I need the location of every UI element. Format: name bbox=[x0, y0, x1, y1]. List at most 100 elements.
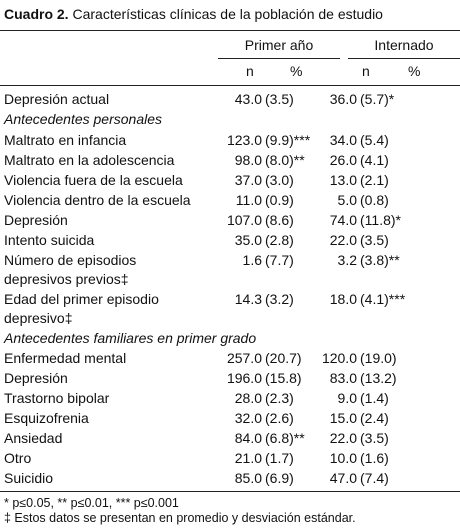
cell-pct: (6.9) bbox=[265, 469, 294, 489]
cell-pct: (11.8)* bbox=[360, 211, 401, 231]
significance: ** bbox=[293, 151, 305, 168]
cell-pct: (2.8) bbox=[265, 231, 294, 251]
row-label: Esquizofrenia bbox=[4, 410, 89, 426]
cell-pct: (2.3) bbox=[265, 389, 294, 409]
pct: (2.1) bbox=[360, 171, 389, 188]
row-label: Número de episodios depresivos previos‡ bbox=[4, 251, 137, 288]
cell-n: 120.0 bbox=[321, 350, 357, 366]
rule bbox=[218, 58, 340, 59]
cell-n: 21.0 bbox=[234, 450, 262, 466]
cell-pct: (8.6) bbox=[265, 211, 294, 231]
pct: (3.0) bbox=[265, 171, 294, 188]
pct: (2.8) bbox=[265, 231, 294, 248]
title-label: Cuadro 2. bbox=[4, 6, 69, 22]
cell-n: 37.0 bbox=[234, 171, 262, 188]
cell-n: 26.0 bbox=[329, 151, 357, 168]
row-label: Violencia dentro de la escuela bbox=[4, 191, 191, 208]
row-label: Otro bbox=[4, 450, 32, 466]
cell-n: 1.6 bbox=[242, 251, 262, 268]
pct: (0.8) bbox=[360, 191, 389, 208]
significance: ** bbox=[388, 251, 400, 268]
row-label: Intento suicida bbox=[4, 231, 95, 248]
row-label: Enfermedad mental bbox=[4, 350, 127, 366]
row-label: Edad del primer episodio depresivo‡ bbox=[4, 290, 159, 327]
footnote: * p≤0.05, ** p≤0.01, *** p≤0.001 bbox=[4, 496, 179, 510]
group-header: Internado bbox=[374, 37, 434, 53]
cell-pct: (5.7)* bbox=[360, 90, 394, 110]
cell-n: 22.0 bbox=[329, 430, 357, 446]
pct: (1.4) bbox=[360, 390, 389, 406]
pct: (11.8) bbox=[360, 211, 396, 228]
cell-n: 98.0 bbox=[234, 151, 262, 168]
cell-pct: (2.6) bbox=[265, 409, 294, 429]
title-text: Características clínicas de la población… bbox=[72, 6, 383, 22]
pct: (20.7) bbox=[265, 350, 302, 366]
cell-n: 3.2 bbox=[337, 251, 357, 268]
cell-pct: (15.8) bbox=[265, 369, 302, 389]
cell-n: 13.0 bbox=[329, 171, 357, 188]
cell-n: 257.0 bbox=[226, 350, 262, 366]
cell-n: 28.0 bbox=[234, 390, 262, 406]
pct: (15.8) bbox=[265, 370, 302, 386]
rule bbox=[0, 491, 460, 492]
pct: (1.6) bbox=[360, 450, 389, 466]
cell-n: 32.0 bbox=[234, 410, 262, 426]
pct: (5.7) bbox=[360, 91, 389, 107]
pct: (6.9) bbox=[265, 470, 294, 486]
cell-n: 83.0 bbox=[329, 370, 357, 386]
significance: * bbox=[395, 211, 401, 228]
cell-n: 11.0 bbox=[235, 191, 262, 208]
cell-n: 22.0 bbox=[329, 231, 357, 248]
cell-n: 36.0 bbox=[329, 91, 357, 107]
cell-n: 10.0 bbox=[329, 450, 357, 466]
cell-n: 74.0 bbox=[329, 211, 357, 228]
pct: (3.2) bbox=[265, 290, 294, 307]
cell-pct: (6.8)** bbox=[265, 429, 305, 449]
section-heading: Antecedentes familiares en primer grado bbox=[4, 329, 257, 346]
cell-pct: (5.4) bbox=[360, 131, 389, 151]
cell-n: 85.0 bbox=[234, 470, 262, 486]
cell-pct: (1.7) bbox=[265, 449, 294, 469]
rule bbox=[0, 85, 460, 86]
cell-pct: (9.9)*** bbox=[265, 131, 310, 151]
cell-pct: (3.2) bbox=[265, 290, 294, 310]
cell-pct: (1.4) bbox=[360, 389, 389, 409]
pct: (9.9) bbox=[265, 131, 294, 148]
section-heading: Antecedentes personales bbox=[4, 111, 162, 127]
pct: (8.6) bbox=[265, 211, 294, 228]
cell-pct: (3.5) bbox=[360, 231, 389, 251]
row-label: Ansiedad bbox=[4, 430, 63, 446]
cell-pct: (19.0) bbox=[360, 349, 397, 369]
row-label: Trastorno bipolar bbox=[4, 390, 110, 406]
pct: (13.2) bbox=[360, 370, 397, 386]
pct: (4.1) bbox=[360, 151, 389, 168]
cell-n: 34.0 bbox=[329, 131, 357, 148]
cell-n: 107.0 bbox=[226, 211, 262, 228]
cell-pct: (20.7) bbox=[265, 349, 302, 369]
cell-pct: (1.6) bbox=[360, 449, 389, 469]
cell-pct: (3.5) bbox=[265, 90, 294, 110]
column-header: % bbox=[290, 63, 303, 79]
cell-n: 14.3 bbox=[234, 290, 262, 307]
pct: (3.5) bbox=[360, 430, 389, 446]
cell-n: 123.0 bbox=[226, 131, 262, 148]
pct: (3.5) bbox=[360, 231, 389, 248]
footnote: ‡ Estos datos se presentan en promedio y… bbox=[4, 511, 356, 525]
cell-pct: (2.4) bbox=[360, 409, 389, 429]
pct: (6.8) bbox=[265, 430, 294, 446]
rule bbox=[348, 58, 460, 59]
cell-n: 196.0 bbox=[226, 370, 262, 386]
cell-n: 9.0 bbox=[337, 390, 357, 406]
column-header: n bbox=[246, 63, 254, 79]
rule bbox=[0, 30, 460, 31]
cell-pct: (4.1)*** bbox=[360, 290, 405, 310]
row-label: Maltrato en infancia bbox=[4, 131, 127, 148]
cell-n: 15.0 bbox=[329, 410, 357, 426]
row-label: Violencia fuera de la escuela bbox=[4, 171, 183, 188]
pct: (1.7) bbox=[265, 450, 294, 466]
significance: *** bbox=[388, 290, 406, 307]
pct: (0.9) bbox=[265, 191, 294, 208]
cell-pct: (0.8) bbox=[360, 191, 389, 211]
title: Cuadro 2. Características clínicas de la… bbox=[4, 5, 383, 25]
